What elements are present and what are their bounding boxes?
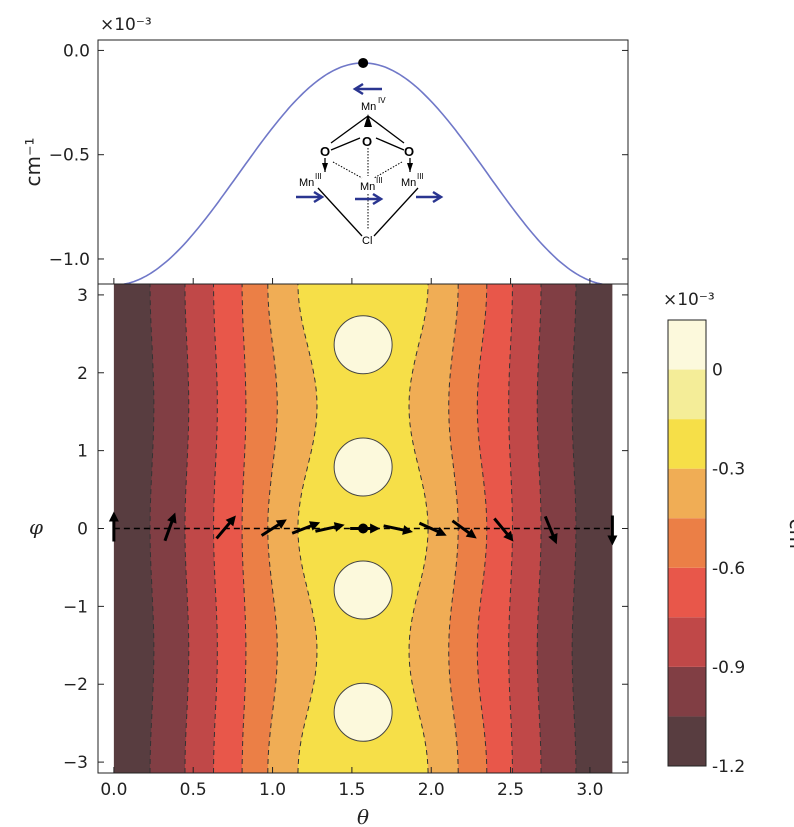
spin-direction-arrow (315, 522, 345, 533)
minima-circles (333, 315, 393, 742)
mol-mn-iv: Mn (361, 101, 376, 113)
minimum-circle (333, 437, 393, 497)
mol-mn-right: Mn (401, 177, 416, 189)
spin-direction-arrow (607, 515, 618, 546)
spin-direction-arrow (291, 521, 321, 535)
spin-direction-arrow (215, 515, 236, 540)
colorbar-band (668, 617, 706, 667)
mol-o-left: O (320, 144, 330, 159)
x-tick-label: 2.5 (497, 780, 524, 800)
spin-direction-arrow (383, 524, 413, 535)
colorbar-band (668, 567, 706, 618)
contour-line (241, 284, 247, 773)
spin-arrows (296, 82, 444, 206)
colorbar-tick-label: -0.6 (712, 559, 745, 579)
mol-mn-right-ox: III (417, 172, 424, 181)
colorbar-tick-label: -0.3 (712, 460, 745, 480)
top-scale-label: ×10⁻³ (100, 15, 152, 35)
phi-zero-path (108, 511, 618, 546)
top-y-axis-label: cm⁻¹ (21, 137, 45, 186)
molecule-inset: Mn IV O O O Mn III Mn III Mn III Cl (296, 82, 444, 247)
colorbar-band (668, 320, 706, 370)
mol-o-right: O (404, 144, 414, 159)
x-tick-label: 0.5 (180, 780, 207, 800)
y-ticks: 3 2 1 0 −1 −2 −3 (63, 286, 628, 773)
x-tick-label: 0.0 (100, 780, 127, 800)
x-tick-label: 3.0 (576, 780, 603, 800)
colorbar-bands (668, 320, 706, 766)
colorbar-band (668, 518, 706, 568)
y-tick-label: 3 (77, 286, 88, 306)
minimum-circle (333, 315, 393, 375)
colorbar-frame (667, 319, 707, 767)
top-y-tick-label: 0.0 (63, 41, 90, 61)
contour-line (408, 284, 429, 773)
colorbar-band (668, 468, 706, 519)
y-tick-label: 2 (77, 364, 88, 384)
mol-mn-center: Mn (360, 181, 375, 193)
y-axis-label: φ (29, 515, 43, 539)
colorbar-scale-label: ×10⁻³ (663, 290, 715, 310)
contour-plot: 0.0 0.5 1.0 1.5 2.0 2.5 3.0 3 2 1 0 −1 −2 −3 θ φ (29, 278, 629, 827)
x-axis-label: θ (357, 805, 369, 827)
spin-direction-arrow (418, 521, 447, 536)
contour-line (149, 284, 155, 773)
y-tick-label: −1 (63, 597, 88, 617)
mol-mn-left: Mn (299, 177, 314, 189)
phi-zero-point (358, 523, 369, 534)
spin-direction-arrow (163, 512, 177, 542)
y-tick-label: 1 (77, 442, 88, 462)
spin-direction-arrow (543, 515, 558, 545)
x-tick-label: 1.5 (338, 780, 365, 800)
spin-direction-arrow (260, 519, 287, 537)
colorbar-band (668, 666, 706, 717)
top-line-plot: ×10⁻³ cm⁻¹ 0.0 −0.5 −1.0 (21, 15, 629, 286)
mol-cl: Cl (362, 235, 372, 247)
spin-direction-arrow (493, 517, 514, 542)
colorbar-tick-label: -0.9 (712, 658, 745, 678)
minimum-circle (333, 560, 393, 620)
top-y-tick-label: −1.0 (49, 250, 90, 270)
top-y-tick-label: −0.5 (49, 146, 90, 166)
x-ticks: 0.0 0.5 1.0 1.5 2.0 2.5 3.0 (100, 278, 603, 800)
mol-o-center: O (362, 134, 372, 149)
top-y-ticks: 0.0 −0.5 −1.0 (49, 41, 628, 270)
x-tick-label: 1.0 (259, 780, 286, 800)
colorbar-ticks: 0 -0.3 -0.6 -0.9 -1.2 (712, 361, 745, 777)
colorbar-tick-label: -1.2 (712, 757, 745, 777)
contour-line (536, 284, 542, 773)
colorbar-unit-label: cm⁻¹ (785, 518, 794, 567)
colorbar-band (668, 419, 706, 469)
y-tick-label: 0 (77, 520, 88, 540)
y-tick-label: −3 (63, 753, 88, 773)
curve-maximum-point (358, 57, 369, 68)
contour-line (508, 284, 514, 773)
spin-direction-arrow (108, 511, 119, 542)
contour-line (212, 284, 218, 773)
colorbar-band (668, 716, 706, 766)
spin-arrow-right (296, 190, 325, 204)
spin-arrow-left (352, 82, 382, 96)
colorbar-band (668, 369, 706, 420)
mol-mn-center-ox: III (376, 176, 383, 185)
colorbar-tick-label: 0 (712, 361, 723, 381)
spin-direction-arrow (451, 519, 477, 539)
top-plot-frame (97, 39, 629, 285)
spin-arrow-right (416, 190, 444, 204)
minimum-circle (333, 682, 393, 742)
x-tick-label: 2.0 (418, 780, 445, 800)
y-tick-label: −2 (63, 675, 88, 695)
contour-line (297, 284, 318, 773)
colorbar: 0 -0.3 -0.6 -0.9 -1.2 ×10⁻³ cm⁻¹ (663, 290, 794, 777)
spin-arrow-right (355, 192, 384, 206)
mol-mn-left-ox: III (315, 172, 322, 181)
mol-mn-iv-ox: IV (378, 96, 386, 105)
